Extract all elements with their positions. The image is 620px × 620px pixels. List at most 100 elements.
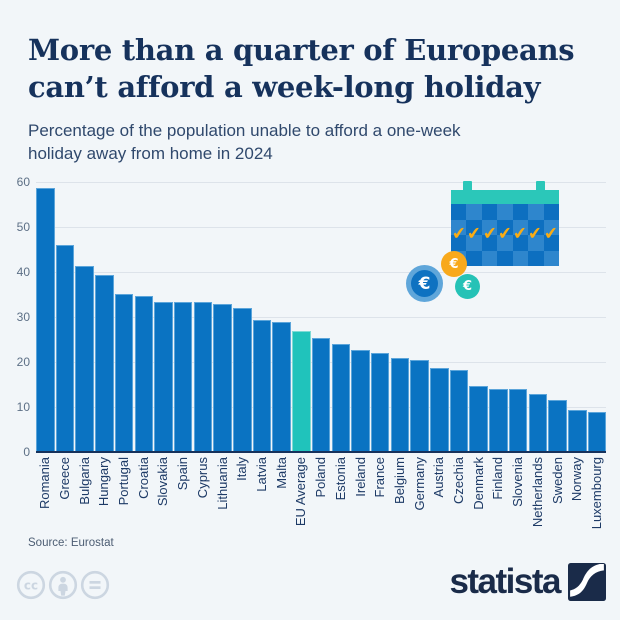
check-icon: ✔ <box>496 223 514 245</box>
calendar-hanger-tab <box>536 181 545 194</box>
chart-title: More than a quarter of Europeans can’t a… <box>28 32 603 106</box>
calendar-cell <box>528 204 544 220</box>
x-axis-label-austria: Austria <box>431 457 447 498</box>
bar-norway <box>567 410 587 452</box>
x-slot: Ireland <box>351 457 370 552</box>
euro-coin-teal-icon: € <box>455 274 480 299</box>
bar-eu-average <box>292 330 311 452</box>
x-axis-label-slovakia: Slovakia <box>155 457 171 507</box>
x-axis-label-czechia: Czechia <box>451 457 467 504</box>
bar-romania <box>36 188 55 452</box>
bar-denmark <box>469 385 488 452</box>
bar-netherlands <box>528 393 548 452</box>
bar-belgium <box>390 357 410 452</box>
x-slot: Netherlands <box>529 457 548 552</box>
x-axis-line <box>36 451 606 453</box>
x-axis-label-romania: Romania <box>37 457 53 510</box>
check-icon: ✔ <box>450 223 468 245</box>
calendar-cell <box>497 204 513 220</box>
bar-portugal <box>114 293 134 452</box>
holiday-illustration: ✔ ✔ ✔ ✔ ✔ ✔ ✔ € € € <box>406 181 608 306</box>
x-slot: Estonia <box>332 457 351 552</box>
x-slot: Romania <box>36 457 55 552</box>
x-axis-label-sweden: Sweden <box>549 457 565 504</box>
euro-coin-yellow-icon: € <box>441 251 467 277</box>
calendar-cell <box>481 219 498 235</box>
bar-austria <box>430 368 449 452</box>
calendar-cell <box>543 250 559 266</box>
x-axis-label-hungary: Hungary <box>96 457 112 507</box>
check-icon: ✔ <box>466 223 483 245</box>
x-axis-label-croatia: Croatia <box>135 457 151 499</box>
calendar-cell <box>481 204 498 220</box>
x-slot: Slovenia <box>509 457 528 552</box>
bar-bulgaria <box>75 265 94 452</box>
calendar-cell <box>528 250 544 266</box>
calendar-cell <box>512 250 529 266</box>
calendar-cell <box>512 235 529 251</box>
calendar-cell <box>543 235 559 251</box>
x-axis-label-bulgaria: Bulgaria <box>76 457 92 505</box>
x-axis-label-greece: Greece <box>56 457 72 500</box>
y-axis: 0 10 20 30 40 50 60 <box>0 0 30 620</box>
euro-symbol: € <box>411 270 438 297</box>
gridline-40 <box>36 272 606 273</box>
y-tick-label-10: 10 <box>16 400 30 414</box>
x-slot: Denmark <box>469 457 488 552</box>
bar-czechia <box>449 370 469 452</box>
bar-poland <box>311 337 331 452</box>
x-slot: Portugal <box>115 457 134 552</box>
calendar-cell <box>451 235 467 251</box>
gridline-50 <box>36 227 606 228</box>
x-slot: Italy <box>233 457 252 552</box>
bar-italy <box>233 307 252 452</box>
x-axis-label-italy: Italy <box>234 457 250 481</box>
x-slot: Norway <box>568 457 587 552</box>
check-icon: ✔ <box>527 223 544 245</box>
check-icon: ✔ <box>481 223 498 245</box>
calendar-cell <box>512 219 529 235</box>
y-tick-label-60: 60 <box>16 175 30 189</box>
x-slot: Croatia <box>135 457 154 552</box>
calendar-cell <box>512 204 529 220</box>
calendar-cell <box>543 219 559 235</box>
calendar-cell <box>481 250 498 266</box>
bar-germany <box>410 359 429 452</box>
bar-croatia <box>134 295 154 452</box>
x-axis-label-slovenia: Slovenia <box>510 457 526 507</box>
x-axis-label-finland: Finland <box>490 457 506 500</box>
x-axis-label-ireland: Ireland <box>352 457 368 497</box>
calendar-cell <box>497 235 513 251</box>
calendar-cell <box>543 204 559 220</box>
x-slot: Sweden <box>548 457 567 552</box>
calendar-header <box>451 190 559 204</box>
no-derivatives-icon <box>80 570 110 600</box>
chart-subtitle-line2: holiday away from home in 2024 <box>28 144 273 163</box>
x-axis-label-belgium: Belgium <box>391 457 407 504</box>
bar-greece <box>55 245 75 452</box>
x-slot: EU Average <box>292 457 311 552</box>
x-slot: France <box>371 457 390 552</box>
x-axis-label-latvia: Latvia <box>253 457 269 492</box>
x-slot: Luxembourg <box>588 457 607 552</box>
x-slot: Bulgaria <box>75 457 94 552</box>
svg-text:cc: cc <box>24 579 38 593</box>
calendar-cell <box>466 219 482 235</box>
calendar-cell <box>466 235 482 251</box>
y-tick-label-0: 0 <box>23 445 30 459</box>
statista-wordmark: statista <box>449 562 561 601</box>
x-axis-label-cyprus: Cyprus <box>194 457 210 499</box>
x-slot: Cyprus <box>194 457 213 552</box>
chart-subtitle-line1: Percentage of the population unable to a… <box>28 121 461 140</box>
x-slot: Hungary <box>95 457 114 552</box>
y-tick-label-30: 30 <box>16 310 30 324</box>
bar-series <box>36 182 607 452</box>
calendar-cell <box>497 250 513 266</box>
license-icons: cc <box>16 570 110 600</box>
calendar-cell <box>451 219 467 235</box>
x-axis-label-portugal: Portugal <box>116 457 132 506</box>
x-slot: Slovakia <box>154 457 173 552</box>
x-axis-label-luxembourg: Luxembourg <box>588 457 604 530</box>
x-axis-label-estonia: Estonia <box>332 457 348 501</box>
bar-finland <box>489 388 508 452</box>
